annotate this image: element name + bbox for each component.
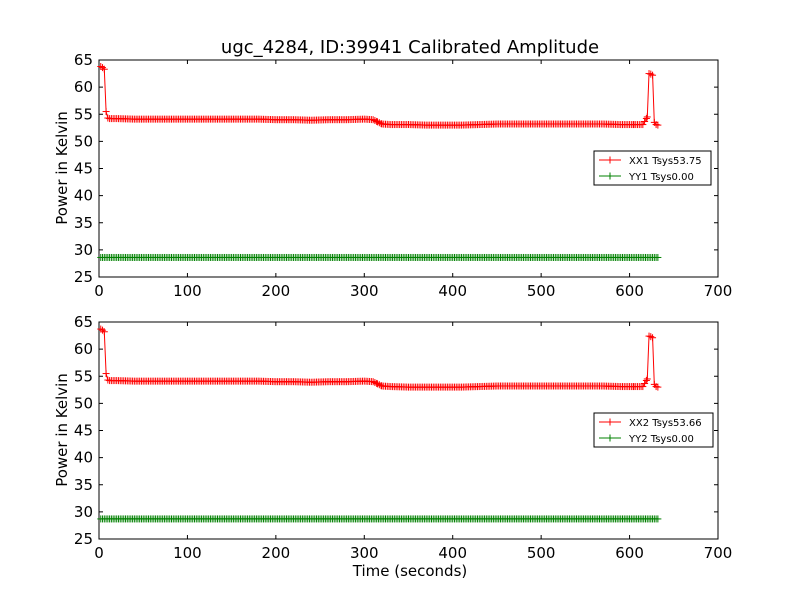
x-tick-label: 100	[173, 544, 202, 562]
y-tick-label: 50	[74, 394, 93, 412]
y-tick-label: 45	[74, 422, 93, 440]
x-tick-label: 100	[173, 282, 202, 300]
y-tick-label: 25	[74, 530, 93, 548]
x-tick-label: 0	[94, 282, 104, 300]
y-tick-label: 65	[74, 313, 93, 331]
top-panel-legend: XX1 Tsys53.75 YY1 Tsys0.00	[593, 150, 712, 186]
y-tick-label: 45	[74, 160, 93, 178]
series-markers-2	[97, 253, 662, 261]
top-panel: Power in Kelvin 0 100 200 300 400 500 600 700 25…	[53, 51, 732, 300]
bottom-panel-ticks: 0 100 200 300 400 500 600 700 25 30 35 40 45 50 55 60 65	[74, 313, 732, 562]
series-markers-1	[97, 325, 662, 391]
y-tick-label: 25	[74, 268, 93, 286]
legend-box	[593, 150, 712, 186]
y-tick-label: 65	[74, 51, 93, 69]
x-tick-label: 500	[527, 282, 556, 300]
legend-label: YY1 Tsys0.00	[628, 172, 694, 183]
legend-box	[593, 412, 714, 448]
bottom-panel-y-axis-title: Power in Kelvin	[53, 373, 71, 487]
legend-label: XX1 Tsys53.75	[629, 156, 702, 167]
x-tick-label: 200	[262, 282, 291, 300]
series-markers-1	[97, 63, 662, 129]
y-tick-label: 55	[74, 105, 93, 123]
x-tick-label: 0	[94, 544, 104, 562]
y-tick-label: 35	[74, 476, 93, 494]
legend-item-2: YY1 Tsys0.00	[599, 172, 694, 183]
y-tick-label: 60	[74, 340, 93, 358]
x-tick-label: 300	[350, 544, 379, 562]
legend-item-1: XX2 Tsys53.66	[599, 418, 702, 429]
bottom-panel-legend: XX2 Tsys53.66 YY2 Tsys0.00	[593, 412, 714, 448]
x-tick-label: 600	[615, 544, 644, 562]
top-panel-ticks: 0 100 200 300 400 500 600 700 25 30 35 40 45 50 55 60 65	[74, 51, 732, 300]
x-tick-label: 200	[262, 544, 291, 562]
y-tick-label: 30	[74, 503, 93, 521]
series-markers-2	[97, 515, 662, 523]
legend-label: XX2 Tsys53.66	[629, 418, 702, 429]
x-tick-label: 600	[615, 282, 644, 300]
y-tick-label: 40	[74, 187, 93, 205]
bottom-panel: Power in Kelvin Time (seconds) 0 100 200 30…	[53, 313, 732, 580]
y-tick-label: 50	[74, 132, 93, 150]
x-tick-label: 700	[704, 282, 733, 300]
y-tick-label: 30	[74, 241, 93, 259]
legend-item-2: YY2 Tsys0.00	[599, 434, 694, 445]
legend-label: YY2 Tsys0.00	[628, 434, 694, 445]
y-tick-label: 40	[74, 449, 93, 467]
x-tick-label: 400	[438, 282, 467, 300]
top-panel-y-axis-title: Power in Kelvin	[53, 111, 71, 225]
y-tick-label: 55	[74, 367, 93, 385]
chart-title: ugc_4284, ID:39941 Calibrated Amplitude	[221, 37, 599, 58]
legend-item-1: XX1 Tsys53.75	[599, 156, 702, 167]
x-tick-label: 700	[704, 544, 733, 562]
x-tick-label: 300	[350, 282, 379, 300]
x-tick-label: 400	[438, 544, 467, 562]
y-tick-label: 35	[74, 214, 93, 232]
y-tick-label: 60	[74, 78, 93, 96]
x-tick-label: 500	[527, 544, 556, 562]
bottom-panel-x-axis-title: Time (seconds)	[352, 562, 468, 580]
